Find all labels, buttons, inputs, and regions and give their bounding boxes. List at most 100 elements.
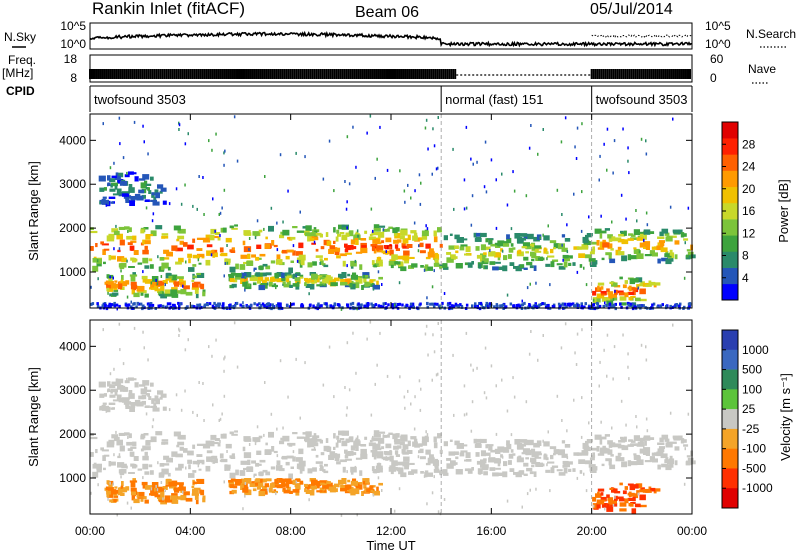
velocity-cell: [286, 484, 290, 489]
velocity-cell: [163, 455, 170, 460]
velocity-cell: [161, 441, 166, 445]
velocity-cell: [178, 434, 186, 440]
power-speckle: [432, 127, 434, 131]
power-cell: [480, 244, 486, 251]
power-cell: [606, 297, 610, 301]
power-cell: [614, 289, 618, 295]
velocity-cell: [340, 459, 347, 463]
power-cell: [164, 293, 173, 297]
power-ground-cell: [292, 302, 295, 306]
velocity-cell: [334, 455, 340, 461]
power-ground-cell: [317, 302, 320, 306]
velocity-speckle: [418, 379, 421, 383]
velocity-cell: [143, 496, 147, 500]
power-cell: [117, 283, 123, 290]
power-cell: [282, 249, 288, 254]
velocity-cell: [138, 492, 145, 497]
power-cell: [149, 264, 154, 269]
power-cell: [476, 232, 482, 237]
power-cell: [231, 283, 237, 288]
power-cell: [341, 272, 347, 278]
velocity-cell: [658, 446, 665, 449]
velocity-cell: [429, 454, 434, 459]
velocity-cell: [202, 443, 211, 449]
power-ground-cell: [448, 301, 452, 305]
velocity-cell: [299, 469, 303, 474]
velocity-cell: [281, 481, 286, 487]
power-speckle: [463, 178, 466, 182]
velocity-speckle: [684, 447, 686, 451]
power-cell: [419, 237, 423, 241]
velocity-speckle: [221, 412, 223, 416]
power-cell: [581, 244, 589, 250]
power-ground-cell: [136, 301, 139, 305]
velocity-cell: [352, 478, 357, 483]
power-speckle: [242, 301, 244, 305]
power-cell: [167, 266, 171, 271]
velocity-cell: [140, 435, 145, 440]
power-cell: [92, 265, 99, 272]
velocity-cell: [600, 496, 607, 502]
velocity-cell: [448, 451, 456, 456]
velocity-cell: [154, 494, 161, 498]
velocity-cell: [202, 495, 206, 500]
power-cell: [630, 255, 638, 260]
power-ground-cell: [439, 304, 442, 308]
velocity-speckle: [606, 333, 609, 337]
power-cell: [285, 273, 292, 277]
power-cell: [232, 247, 235, 253]
power-cell: [536, 234, 542, 240]
velocity-cell: [639, 494, 646, 501]
cpid-segment-label: twofsound 3503: [94, 92, 186, 107]
velocity-speckle: [308, 498, 310, 502]
velocity-cell: [446, 458, 452, 461]
power-ground-cell: [537, 305, 541, 309]
power-ground-cell: [426, 305, 429, 309]
velocity-speckle: [356, 435, 359, 439]
velocity-cell: [355, 484, 361, 489]
velocity-cell: [108, 461, 112, 467]
power-cell: [161, 235, 166, 239]
power-speckle: [120, 269, 122, 273]
velocity-cell: [145, 389, 152, 392]
velocity-cell: [276, 460, 281, 466]
velocity-cell: [130, 489, 136, 496]
velocity-cell: [116, 394, 122, 400]
velocity-cell: [149, 470, 154, 475]
power-cell: [503, 243, 510, 247]
velocity-cell: [255, 462, 260, 467]
power-speckle: [142, 270, 144, 274]
velocity-speckle: [102, 328, 104, 332]
power-ground-cell: [228, 304, 231, 307]
velocity-cell: [106, 493, 110, 498]
power-speckle: [313, 240, 316, 244]
power-speckle: [420, 181, 422, 185]
power-cell: [131, 288, 135, 295]
velocity-cell: [513, 472, 517, 475]
power-speckle: [606, 127, 609, 131]
power-speckle: [90, 285, 92, 289]
power-ground-cell: [596, 302, 599, 305]
velocity-cell: [434, 464, 439, 471]
power-speckle: [404, 200, 406, 204]
power-cell: [265, 236, 268, 240]
velocity-cell: [502, 471, 508, 478]
velocity-cell: [526, 467, 533, 472]
power-cell: [639, 283, 644, 287]
power-cell: [494, 242, 498, 246]
power-cell: [158, 293, 165, 297]
power-cell: [419, 242, 424, 248]
power-ground-cell: [512, 304, 515, 308]
velocity-cell: [315, 461, 323, 464]
velocity-speckle: [485, 396, 488, 400]
power-ground-cell: [563, 302, 567, 306]
power-cells: [90, 114, 696, 311]
power-speckle: [672, 117, 674, 121]
power-cell: [366, 282, 371, 287]
power-ground-cell: [149, 304, 152, 308]
power-cell: [485, 265, 488, 269]
power-cell: [591, 241, 598, 245]
velocity-cell: [427, 457, 435, 464]
power-cell: [508, 247, 514, 253]
power-speckle: [372, 287, 375, 291]
